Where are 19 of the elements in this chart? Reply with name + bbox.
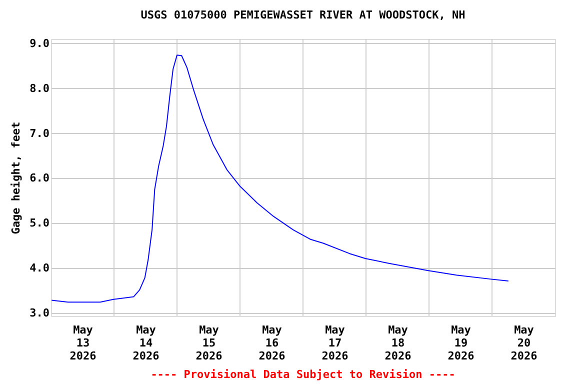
y-tick-label: 6.0 [30, 172, 50, 185]
y-tick-label: 4.0 [30, 261, 50, 274]
x-tick-label: May 16 2026 [258, 324, 286, 362]
x-tick-label: May 14 2026 [132, 324, 160, 362]
x-tick-label: May 20 2026 [510, 324, 538, 362]
text: ---- Provisional Data Subject to Revision ---- [150, 368, 456, 381]
y-tick-label: 9.0 [30, 36, 50, 50]
x-tick-label: May 17 2026 [322, 324, 349, 362]
line-series [51, 54, 509, 303]
x-tick-label: May 18 2026 [384, 324, 412, 362]
y-tick-label: 3.0 [30, 306, 50, 320]
y-tick-label: 5.0 [30, 216, 50, 230]
x-tick-label: May 13 2026 [70, 324, 97, 362]
y-tick-label: 8.0 [30, 82, 50, 95]
y-tick-label: 7.0 [30, 126, 50, 140]
chart-title: USGS 01075000 PEMIGEWASSET RIVER AT WOODSTOCK, NH [140, 8, 466, 22]
x-tick-label: May 15 2026 [196, 324, 223, 362]
y-axis-title: Gage height, feet [10, 122, 23, 234]
x-tick-label: May 19 2026 [448, 324, 475, 362]
